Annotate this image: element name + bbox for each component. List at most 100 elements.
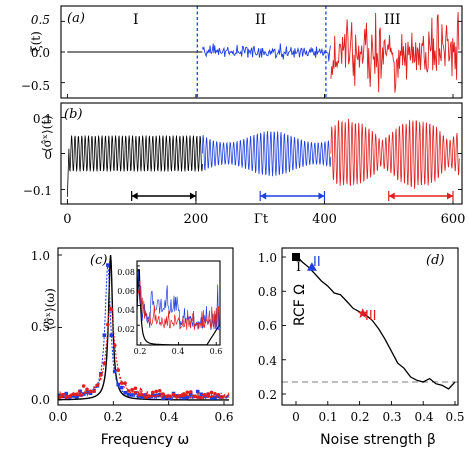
panel-a-ticks	[61, 20, 462, 98]
panel-c: ⟨σ̂ˣ⟩(ω) 1.0 0.5 0.0 0.0 0.2 0.4 0.6 Fre…	[31, 247, 234, 448]
panel-c-marker-III	[112, 343, 117, 348]
panel-c-marker-III	[58, 395, 62, 400]
marker-label-I: I	[296, 260, 301, 275]
panel-b-ticks	[61, 116, 462, 204]
panel-c-marker-III	[137, 392, 141, 397]
panel-c-marker-II	[126, 392, 131, 397]
panel-c-xtick-label-3: 0.6	[214, 410, 233, 424]
panel-c-marker-II	[161, 396, 165, 400]
panel-d-label: (d)	[426, 253, 444, 268]
panel-b-tick-label-2: −0.1	[23, 184, 52, 198]
panel-b-xlabel: Γt	[254, 212, 269, 227]
region-label-I: I	[133, 12, 139, 28]
panel-c-marker-II	[64, 391, 69, 396]
panel-c-marker-III	[116, 368, 120, 372]
panel-c-marker-II	[189, 392, 193, 396]
panel-d-xtick-label-2: 0.2	[350, 410, 369, 424]
panel-c-marker-II	[116, 382, 120, 387]
inset-series-II	[137, 265, 220, 331]
panel-a-tick-label-0: 0.5	[31, 13, 50, 27]
inset-series-III	[137, 280, 220, 331]
panel-c-marker-II	[140, 395, 145, 400]
panel-c-ytick-label-2: 1.0	[31, 249, 50, 263]
panel-c-marker-III	[99, 373, 103, 377]
panel-c-marker-III	[67, 394, 72, 399]
panel-b-tick-label-0: 0.1	[33, 112, 52, 126]
panel-c-marker-III	[85, 387, 89, 392]
panel-c-marker-III	[161, 392, 165, 396]
panel-c-marker-II	[213, 396, 217, 400]
window-arrow-3	[388, 191, 454, 201]
panel-c-frame	[57, 247, 234, 406]
panel-c-marker-II	[106, 263, 110, 267]
panel-c-marker-III	[202, 393, 207, 397]
inset-ytick-label-3: 0.08	[117, 268, 135, 277]
panel-d-ylabel: RCF Ω	[292, 284, 308, 326]
panel-b-ylabel: ⟨σ̂ˣ⟩(t)	[40, 115, 54, 152]
panel-d-series	[282, 253, 458, 390]
region-label-III: III	[384, 12, 401, 28]
panel-a: ξ(t) 0.5 0.0 −0.5 (a) I II III	[21, 5, 463, 99]
panel-b-xtick-label-3: 600	[441, 212, 466, 227]
panel-c-marker-II	[209, 396, 214, 400]
panel-c-marker-III	[189, 390, 193, 394]
panel-d-xtick-label-3: 0.3	[382, 410, 401, 424]
panel-c-marker-III	[168, 394, 172, 399]
panel-c-marker-III	[61, 392, 65, 397]
panel-c-marker-III	[154, 389, 159, 394]
panel-c-marker-III	[216, 393, 221, 397]
panel-a-ylabel: ξ(t)	[29, 31, 43, 52]
panel-c-series	[58, 254, 230, 401]
panel-d-xtick-label-5: 0.5	[445, 410, 464, 424]
panel-c-marker-III	[126, 389, 131, 393]
panel-c-marker-II	[144, 393, 148, 397]
inset-xtick-label-0: 0.2	[134, 347, 147, 356]
panel-c-marker-III	[130, 387, 134, 392]
panel-d-xtick-label-4: 0.4	[414, 410, 433, 424]
panel-c-marker-II	[119, 385, 124, 390]
panel-c-xlabel: Frequency ω	[101, 432, 190, 448]
panel-c-marker-III	[95, 383, 100, 387]
panel-c-marker-II	[88, 391, 93, 395]
marker-label-II: II	[313, 255, 321, 270]
panel-d-ytick-label-3: 0.8	[258, 285, 277, 299]
panel-c-marker-III	[123, 381, 127, 386]
panel-d-frame	[281, 247, 459, 406]
panel-c-marker-II	[81, 392, 86, 396]
panel-c-marker-III	[147, 394, 152, 398]
panel-c-xtick-label-2: 0.4	[159, 410, 178, 424]
panel-a-series-II	[201, 43, 331, 62]
panel-c-marker-III	[182, 392, 186, 396]
inset-ytick-label-1: 0.04	[117, 306, 135, 315]
panel-c-marker-III	[71, 392, 76, 397]
window-arrow-1	[131, 191, 197, 201]
panel-c-marker-II	[78, 389, 82, 394]
panel-c-marker-III	[175, 395, 179, 399]
panel-c-marker-III	[140, 392, 145, 397]
panel-c-inset: 0.08 0.06 0.04 0.02 0.2 0.4 0.6	[117, 260, 222, 356]
marker-label-III: III	[365, 309, 377, 324]
panel-b-tick-label-1: 0	[44, 148, 52, 162]
panel-a-tick-label-1: 0.0	[31, 46, 50, 60]
panel-d-ytick-label-4: 1.0	[258, 251, 277, 265]
panel-d-xtick-label-0: 0	[292, 410, 300, 424]
panel-c-marker-III	[88, 389, 93, 394]
panel-c-marker-III	[157, 388, 162, 393]
panel-b-series-II	[202, 131, 332, 177]
panel-b-series	[67, 118, 460, 197]
panel-c-marker-III	[199, 395, 203, 400]
panel-c-marker-II	[157, 393, 162, 397]
panel-c-marker-III	[220, 395, 224, 399]
panel-d-ytick-label-0: 0.2	[258, 388, 277, 402]
panel-b-xtick-label-2: 400	[312, 212, 337, 227]
panel-c-xtick-label-1: 0.2	[103, 410, 122, 424]
panel-c-xtick-label-0: 0.0	[48, 410, 67, 424]
panel-a-tick-label-2: −0.5	[21, 79, 50, 93]
panel-d-point-III	[357, 308, 368, 318]
inset-xtick-label-1: 0.4	[172, 347, 185, 356]
panel-c-marker-III	[213, 391, 217, 396]
panel-c-ticks	[57, 254, 225, 405]
panel-d: RCF Ω 1.0 0.8 0.6 0.4 0.2 0 0.1 0.2 0.3 …	[258, 247, 465, 448]
panel-c-ytick-label-1: 0.5	[31, 320, 50, 334]
